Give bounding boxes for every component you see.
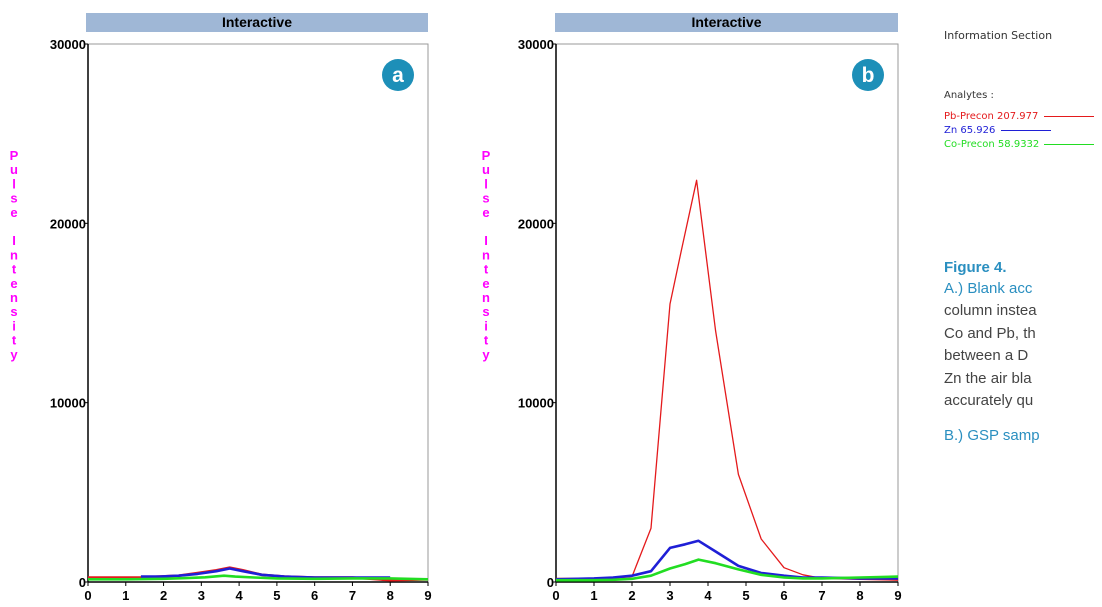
chart-title-bar bbox=[86, 13, 428, 32]
y-tick-label: 30000 bbox=[50, 37, 86, 52]
caption-line: column instea bbox=[944, 302, 1037, 319]
x-tick-label: 2 bbox=[160, 588, 167, 603]
caption-line: Co and Pb, th bbox=[944, 325, 1036, 342]
analytes-label: Analytes : bbox=[944, 90, 994, 101]
figure-title: Figure 4. bbox=[944, 259, 1007, 276]
x-tick-label: 1 bbox=[590, 588, 597, 603]
analyte-name: Zn 65.926 bbox=[944, 125, 996, 136]
caption-line: accurately qu bbox=[944, 392, 1034, 409]
x-tick-label: 0 bbox=[84, 588, 91, 603]
panel-badge bbox=[852, 59, 884, 91]
x-tick-label: 3 bbox=[198, 588, 205, 603]
x-tick-label: 6 bbox=[311, 588, 318, 603]
analyte-line bbox=[1000, 129, 1051, 131]
analyte-entry: Co-Precon 58.9332 bbox=[944, 139, 1095, 150]
x-axis-label: Time bbox=[711, 605, 744, 607]
y-tick-label: 30000 bbox=[518, 37, 554, 52]
panel-badge-label: a bbox=[392, 64, 404, 87]
y-tick-label: 0 bbox=[79, 575, 86, 590]
information-section-title: Information Section bbox=[944, 29, 1053, 42]
panel-badge bbox=[382, 59, 414, 91]
x-tick-label: 2 bbox=[628, 588, 635, 603]
caption-line-b: B.) GSP samp bbox=[944, 427, 1040, 444]
y-tick-label: 0 bbox=[547, 575, 554, 590]
analyte-line bbox=[1043, 115, 1094, 117]
y-tick-label: 20000 bbox=[518, 216, 554, 231]
x-tick-label: 5 bbox=[742, 588, 749, 603]
analyte-name: Co-Precon 58.9332 bbox=[944, 139, 1040, 150]
x-tick-label: 3 bbox=[666, 588, 673, 603]
x-tick-label: 7 bbox=[818, 588, 825, 603]
x-tick-label: 7 bbox=[349, 588, 356, 603]
analyte-line bbox=[1044, 143, 1095, 145]
x-tick-label: 9 bbox=[894, 588, 901, 603]
series-line bbox=[88, 574, 429, 581]
caption-line: A.) Blank acc bbox=[944, 280, 1033, 297]
analyte-entry: Pb-Precon 207.977 bbox=[944, 111, 1094, 122]
x-tick-label: 8 bbox=[856, 588, 863, 603]
series-line bbox=[556, 558, 899, 582]
plot-area bbox=[87, 43, 429, 583]
chart-title: Interactive bbox=[222, 14, 292, 30]
x-tick-label: 5 bbox=[273, 588, 280, 603]
x-tick-label: 4 bbox=[235, 588, 243, 603]
caption-line: Zn the air bla bbox=[944, 370, 1032, 387]
x-axis-label: Time bbox=[242, 605, 275, 607]
y-tick-label: 10000 bbox=[50, 396, 86, 411]
panel-badge-label: b bbox=[862, 64, 875, 87]
analyte-name: Pb-Precon 207.977 bbox=[944, 111, 1039, 122]
x-tick-label: 9 bbox=[424, 588, 431, 603]
x-tick-label: 6 bbox=[780, 588, 787, 603]
x-tick-label: 0 bbox=[552, 588, 559, 603]
y-tick-label: 10000 bbox=[518, 396, 554, 411]
x-tick-label: 4 bbox=[704, 588, 712, 603]
analyte-entry: Zn 65.926 bbox=[944, 125, 1051, 136]
caption-line: between a D bbox=[944, 347, 1029, 364]
chart-title-bar bbox=[555, 13, 898, 32]
x-tick-label: 8 bbox=[387, 588, 394, 603]
chart-a: Interactive 0 10000 20000 30000 0 1 2 3 4 5 6 7 8 9 Tim… bbox=[10, 13, 432, 607]
chart-title: Interactive bbox=[691, 14, 761, 30]
chart-b: Interactive 0 10000 20000 30000 0 1 2 3 4 5 6 7 8 9 Tim… bbox=[482, 13, 902, 607]
plot-area bbox=[555, 43, 899, 583]
y-tick-label: 20000 bbox=[50, 216, 86, 231]
x-tick-label: 1 bbox=[122, 588, 129, 603]
